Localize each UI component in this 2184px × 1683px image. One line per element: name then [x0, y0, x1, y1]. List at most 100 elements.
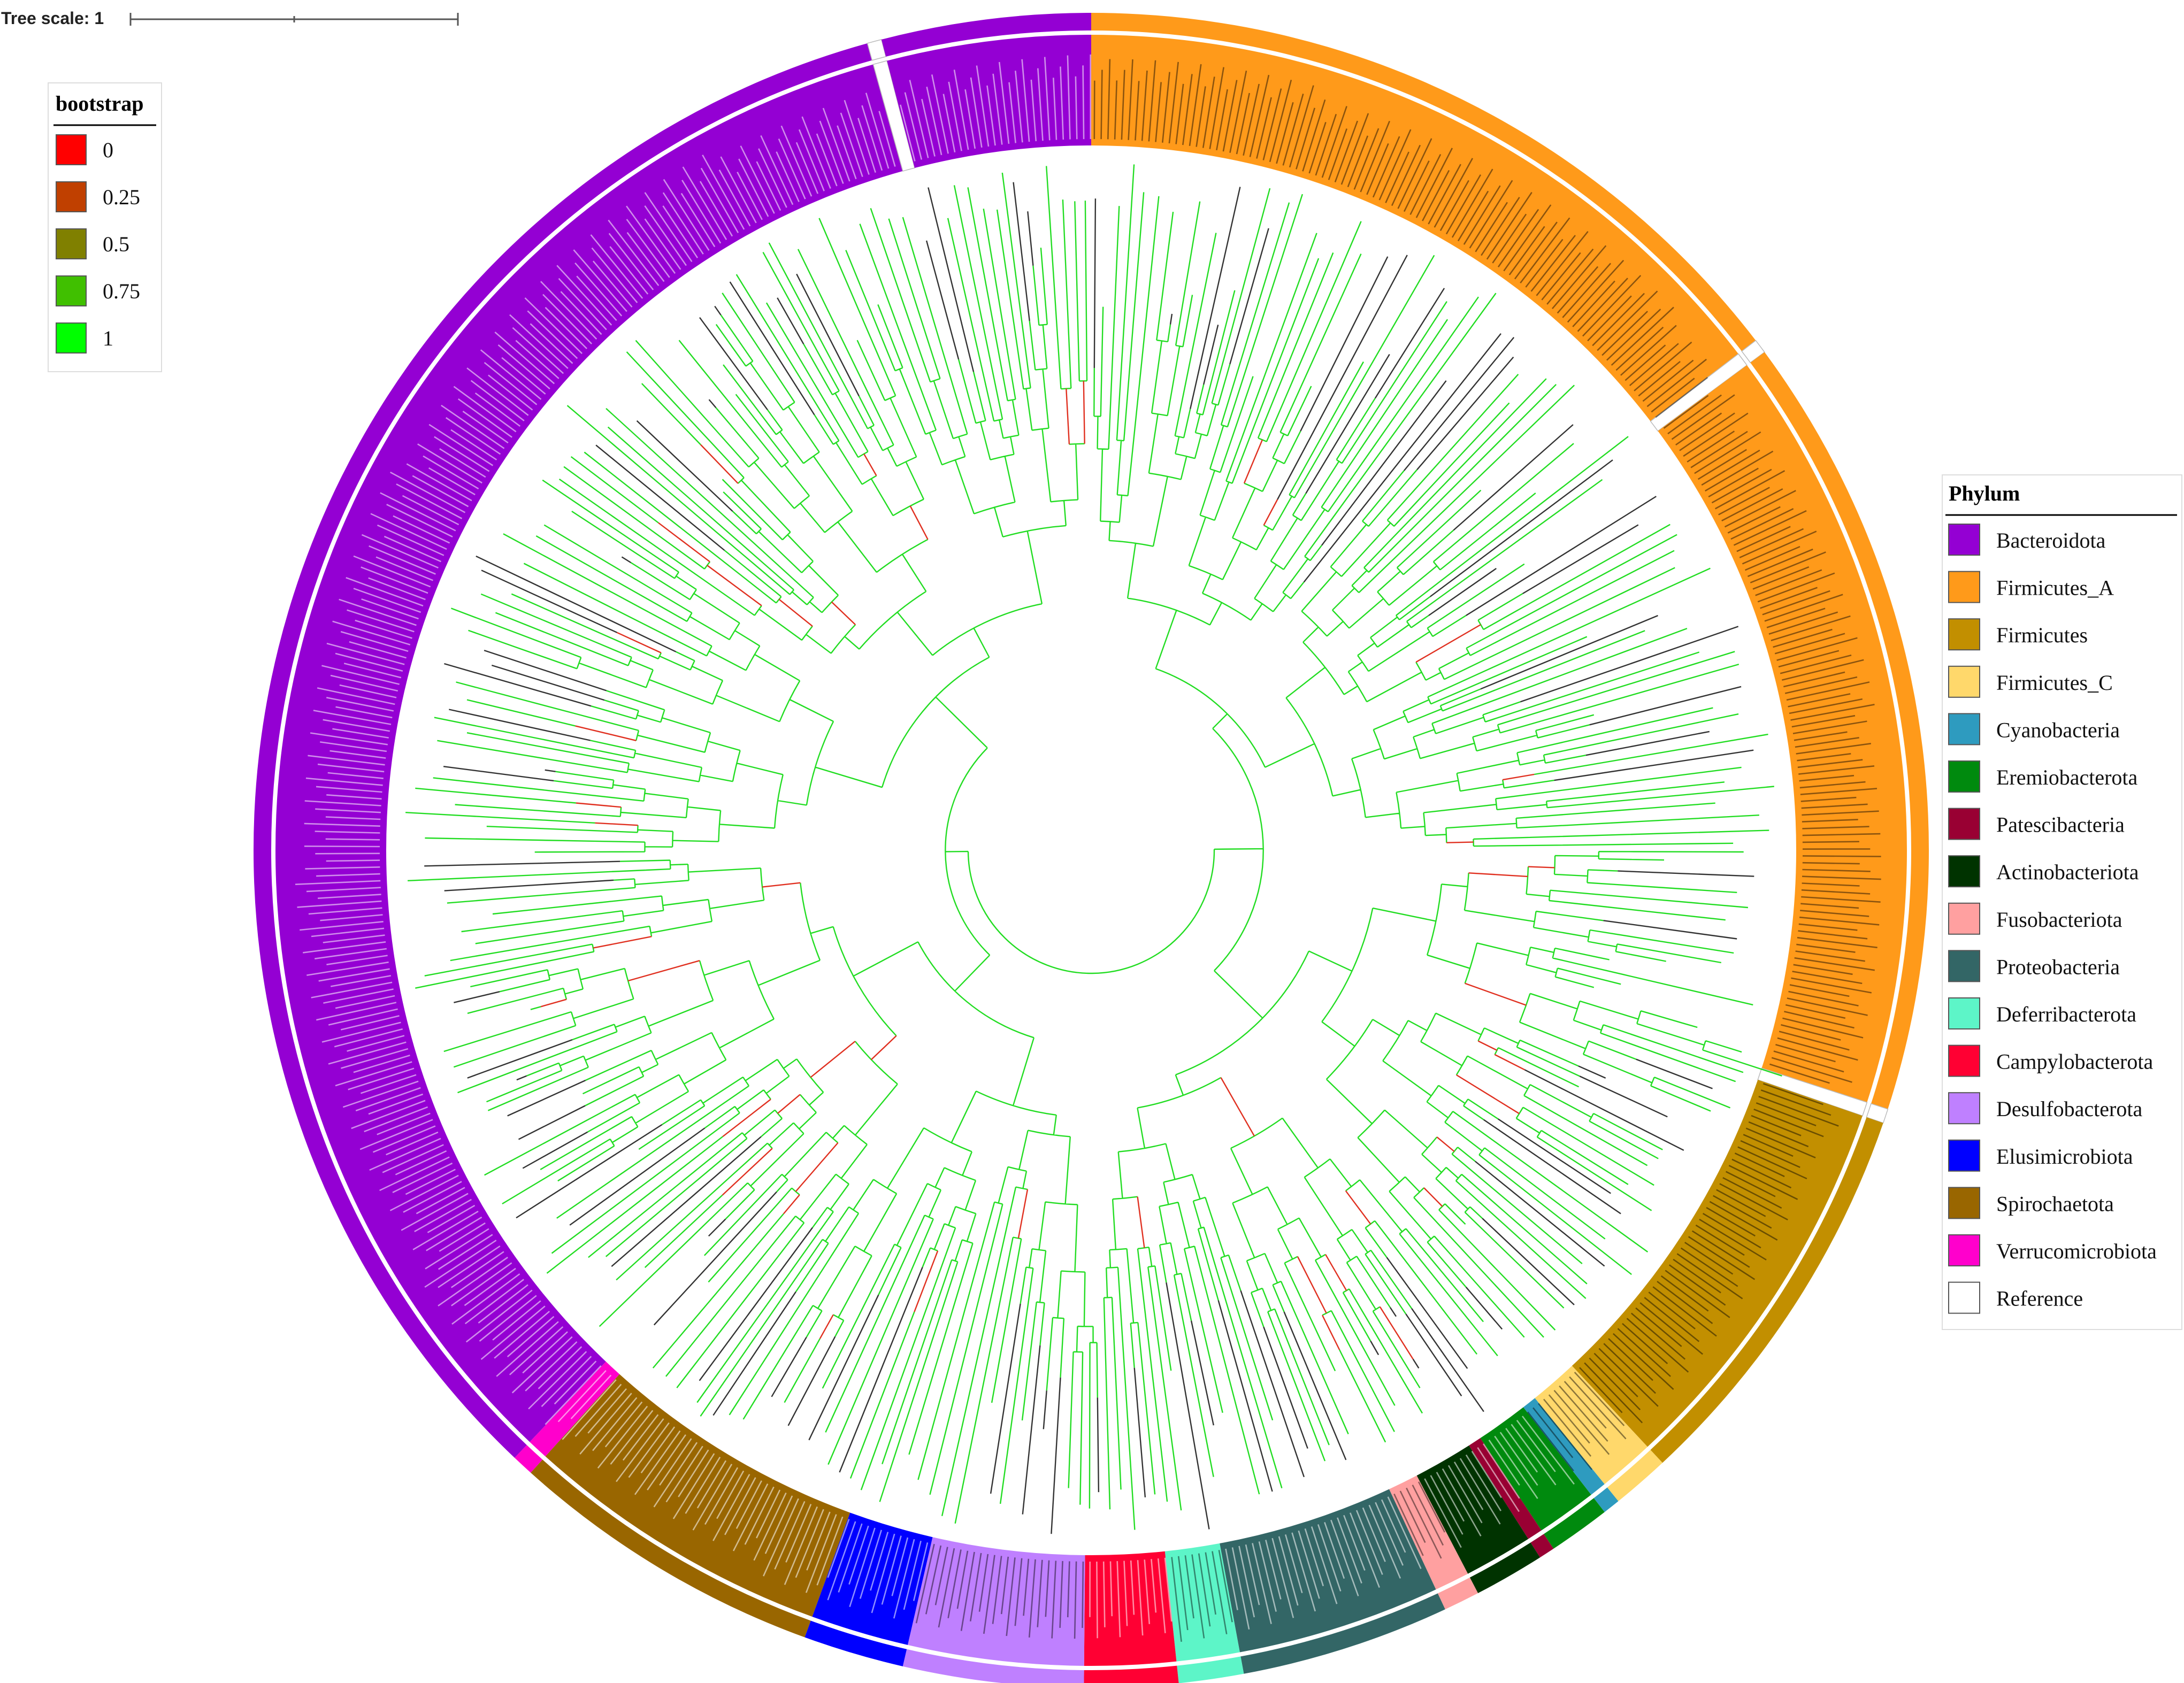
- ring-segment-inner: [530, 1362, 620, 1457]
- bootstrap-swatch: [56, 228, 87, 259]
- phylum-legend-item: Desulfobacterota: [1948, 1092, 2142, 1125]
- phylum-legend-items: Bacteroidota Firmicutes_A Firmicutes Firmic…: [1948, 524, 2157, 1314]
- phylum-legend-label: Firmicutes_A: [1996, 576, 2114, 600]
- phylum-swatch: [1948, 1139, 1980, 1172]
- bootstrap-legend-title: bootstrap: [56, 91, 143, 116]
- phylum-legend-item: Eremiobacterota: [1948, 760, 2138, 793]
- phylum-swatch: [1948, 855, 1980, 888]
- leaf-label-ticks-dark: [915, 59, 1881, 1642]
- phylum-legend-label: Actinobacteriota: [1996, 860, 2139, 884]
- bootstrap-legend-item: 0.75: [56, 275, 140, 306]
- ring-segment-outer: [1437, 1577, 1478, 1610]
- ring-segment-outer: [515, 1444, 543, 1473]
- phylum-legend: Phylum Bacteroidota Firmicutes_A Firmicute…: [1942, 474, 2182, 1330]
- ring-segment-outer: [1544, 1498, 1605, 1549]
- phylum-legend-label: Firmicutes: [1996, 623, 2088, 647]
- phylum-legend-label: Firmicutes_C: [1996, 671, 2113, 695]
- ring-segment-outer: [1469, 1542, 1541, 1594]
- phylum-legend-item: Reference: [1948, 1281, 2083, 1314]
- phylum-swatch: [1948, 618, 1980, 651]
- leaf-label-ticks-light: [295, 54, 1575, 1639]
- phylum-legend-item: Verrucomicrobiota: [1948, 1234, 2157, 1266]
- ring-segment-inner: [1658, 365, 1907, 1103]
- bootstrap-legend-label: 0.75: [103, 279, 140, 303]
- ring-segment-outer: [1084, 1665, 1179, 1683]
- tree-branches-supported: [405, 164, 1782, 1530]
- phylum-swatch: [1948, 1281, 1980, 1314]
- ring-segment-outer: [867, 39, 887, 61]
- phylum-legend-item: Bacteroidota: [1948, 524, 2106, 556]
- ring-segment-outer: [1650, 1117, 1883, 1463]
- phylum-legend-item: Firmicutes: [1948, 618, 2088, 651]
- bootstrap-legend-label: 0: [103, 138, 113, 162]
- phylum-swatch: [1948, 524, 1980, 556]
- phylum-legend-item: Cyanobacteria: [1948, 713, 2120, 746]
- ring-segment-inner: [1535, 1365, 1648, 1485]
- phylum-ring: [254, 13, 1929, 1683]
- ring-segment-inner: [1416, 1445, 1529, 1574]
- bootstrap-swatch: [56, 322, 87, 353]
- phylum-legend-label: Eremiobacterota: [1996, 765, 2138, 789]
- ring-segment-outer: [531, 1459, 811, 1638]
- phylum-swatch: [1948, 571, 1980, 603]
- bootstrap-swatch: [56, 275, 87, 306]
- phylum-swatch: [1948, 997, 1980, 1029]
- phylum-legend-item: Proteobacteria: [1948, 950, 2120, 982]
- ring-segment-inner: [1164, 1543, 1240, 1662]
- ring-segment-outer: [1240, 1593, 1445, 1674]
- bootstrap-legend-item: 1: [56, 322, 113, 353]
- ring-segment-inner: [545, 1374, 850, 1617]
- ring-segment-outer: [804, 1620, 907, 1666]
- ring-segment-inner: [1389, 1475, 1468, 1590]
- phylum-legend-item: Deferribacterota: [1948, 997, 2136, 1029]
- phylum-legend-box: [1942, 474, 2182, 1330]
- phylum-swatch: [1948, 665, 1980, 698]
- phylum-legend-item: Firmicutes_A: [1948, 571, 2114, 603]
- phylum-legend-item: Firmicutes_C: [1948, 665, 2113, 698]
- phylum-swatch: [1948, 902, 1980, 935]
- ring-segment-outer: [902, 1649, 1084, 1683]
- phylum-swatch: [1948, 808, 1980, 840]
- phylum-legend-item: Fusobacteriota: [1948, 902, 2122, 935]
- ring-segment-inner: [1220, 1489, 1436, 1653]
- tree-scale: Tree scale: 1: [1, 9, 459, 28]
- phylum-legend-label: Elusimicrobiota: [1996, 1144, 2133, 1169]
- tree-scale-label: Tree scale: 1: [1, 9, 104, 28]
- bootstrap-legend: bootstrap 0 0.25 0.5 0.75 1: [48, 82, 162, 372]
- phylum-swatch: [1948, 1187, 1980, 1219]
- ring-segment-inner: [1572, 1080, 1863, 1447]
- ring-segment-inner: [275, 64, 903, 1442]
- phylum-legend-label: Deferribacterota: [1996, 1002, 2136, 1026]
- ring-segment-outer: [1177, 1656, 1244, 1683]
- bootstrap-swatch: [56, 181, 87, 212]
- phylum-swatch: [1948, 1092, 1980, 1125]
- bootstrap-legend-items: 0 0.25 0.5 0.75 1: [56, 134, 140, 353]
- ring-segment-outer: [1530, 1534, 1554, 1558]
- phylum-legend-label: Patescibacteria: [1996, 813, 2125, 837]
- bootstrap-legend-label: 1: [103, 326, 113, 350]
- phylum-legend-label: Proteobacteria: [1996, 955, 2120, 979]
- ring-segment-inner: [1091, 35, 1738, 421]
- ring-segment-inner: [907, 1537, 1085, 1666]
- bootstrap-legend-label: 0.5: [103, 232, 129, 256]
- phylum-legend-label: Spirochaetota: [1996, 1192, 2114, 1216]
- ring-segment-inner: [1523, 1398, 1605, 1495]
- tree-branches: [405, 164, 1782, 1534]
- phylum-swatch: [1948, 713, 1980, 746]
- phylum-legend-item: Elusimicrobiota: [1948, 1139, 2133, 1172]
- bootstrap-swatch: [56, 134, 87, 165]
- leaf-label-marks: [295, 54, 1881, 1642]
- phylum-legend-label: Fusobacteriota: [1996, 908, 2122, 932]
- bootstrap-legend-item: 0.25: [56, 181, 140, 212]
- ring-segment-inner: [812, 1512, 933, 1645]
- phylum-legend-item: Actinobacteriota: [1948, 855, 2139, 888]
- phylum-swatch: [1948, 1044, 1980, 1077]
- phylum-swatch: [1948, 1234, 1980, 1266]
- bootstrap-legend-item: 0: [56, 134, 113, 165]
- ring-segment-outer: [1750, 352, 1929, 1109]
- ring-segment-outer: [1607, 1450, 1663, 1502]
- bootstrap-legend-item: 0.5: [56, 228, 129, 259]
- bootstrap-legend-label: 0.25: [103, 185, 140, 209]
- phylum-legend-item: Spirochaetota: [1948, 1187, 2114, 1219]
- tree-branches-terminal: [424, 182, 1754, 1534]
